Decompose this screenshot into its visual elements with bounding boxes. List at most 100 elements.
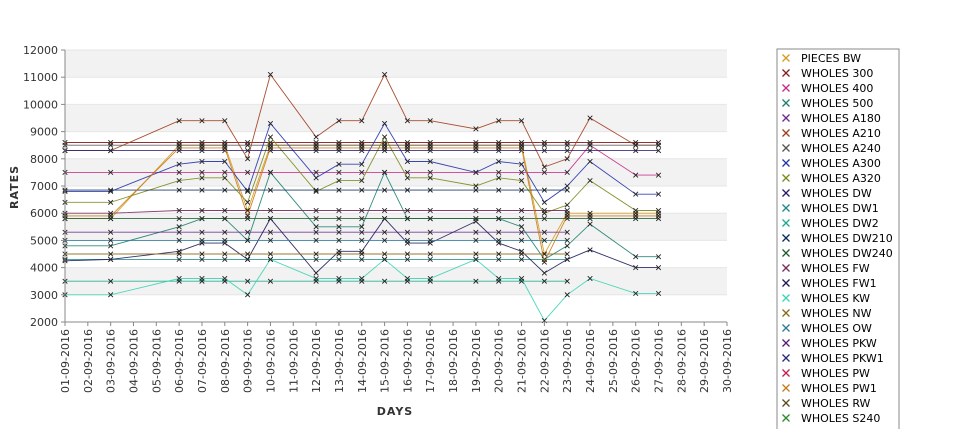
legend-label: WHOLES 400: [801, 82, 873, 95]
data-point: [245, 142, 251, 148]
data-point: [313, 216, 319, 222]
x-tick-label: 30-09-2016: [721, 329, 734, 393]
legend-marker: [782, 249, 790, 257]
series-wholes-kw: [62, 256, 662, 324]
data-point: [222, 256, 228, 263]
data-point: [518, 229, 525, 235]
data-point: [222, 275, 228, 282]
data-point: [518, 187, 525, 193]
data-point: [108, 229, 114, 235]
data-point: [541, 148, 547, 154]
x-tick-label: 08-09-2016: [219, 329, 232, 393]
data-point: [199, 118, 205, 124]
data-point: [176, 161, 182, 167]
x-tick-label: 07-09-2016: [196, 329, 209, 393]
y-tick-label: 12000: [23, 44, 58, 57]
data-point: [245, 169, 251, 176]
data-point: [427, 187, 433, 193]
data-point: [313, 169, 319, 176]
data-point: [404, 145, 411, 151]
legend-marker: [782, 69, 790, 77]
legend-item: WHOLES KW: [782, 292, 870, 305]
data-point: [313, 275, 319, 282]
data-point: [313, 145, 319, 151]
data-point: [633, 254, 639, 260]
data-point: [496, 207, 502, 214]
data-point: [404, 229, 411, 235]
data-point: [176, 216, 182, 222]
plot-band: [65, 50, 727, 78]
data-point: [313, 270, 319, 276]
data-point: [473, 251, 479, 257]
y-tick-label: 8000: [30, 153, 58, 166]
legend-label: PIECES BW: [801, 52, 861, 65]
legend-label: WHOLES DW240: [801, 247, 893, 260]
legend-item: WHOLES NW: [782, 307, 872, 320]
data-point: [176, 177, 182, 184]
data-point: [496, 256, 502, 263]
legend-marker: [782, 294, 790, 302]
data-point: [245, 278, 251, 284]
data-point: [404, 169, 411, 176]
legend-label: WHOLES S240: [801, 412, 880, 425]
data-point: [518, 237, 525, 244]
data-point: [496, 175, 502, 181]
legend-item: WHOLES RW: [782, 397, 871, 410]
data-point: [655, 148, 662, 154]
data-point: [199, 145, 205, 151]
x-tick-label: 04-09-2016: [127, 329, 140, 393]
data-point: [336, 224, 342, 230]
y-axis-ticks: 2000 3000 4000 5000 6000 7000 8000 9000 10000 110…: [23, 44, 65, 329]
data-point: [404, 275, 411, 282]
data-point: [541, 259, 547, 265]
data-point: [245, 156, 251, 162]
data-point: [564, 251, 570, 257]
data-point: [655, 207, 662, 214]
legend: PIECES BW WHOLES 300 WHOLES 400 WHOLES 500 W…: [776, 48, 900, 429]
data-point: [199, 207, 205, 214]
data-point: [473, 169, 479, 176]
x-tick-label: 19-09-2016: [470, 329, 483, 393]
data-point: [245, 256, 251, 263]
data-point: [633, 290, 639, 297]
data-point: [381, 256, 388, 263]
data-point: [404, 175, 411, 181]
data-point: [267, 278, 274, 284]
data-point: [222, 169, 228, 176]
data-point: [381, 120, 388, 127]
data-point: [359, 187, 365, 193]
data-point: [496, 275, 502, 282]
data-point: [176, 275, 182, 282]
legend-marker: [782, 309, 790, 317]
data-point: [199, 251, 205, 257]
data-point: [381, 187, 388, 193]
data-point: [245, 251, 251, 257]
data-point: [564, 169, 570, 176]
series-wholes-fw: [62, 207, 570, 216]
legend-item: WHOLES DW2: [782, 217, 879, 230]
data-point: [176, 237, 182, 244]
data-point: [518, 177, 525, 184]
data-point: [108, 199, 114, 205]
data-point: [496, 145, 502, 151]
data-point: [222, 118, 228, 124]
data-point: [336, 118, 342, 124]
data-point: [655, 254, 662, 260]
data-point: [336, 275, 342, 282]
data-point: [176, 169, 182, 176]
data-point: [496, 169, 502, 176]
series-wholes-300: [62, 139, 662, 146]
data-point: [427, 118, 433, 124]
x-tick-label: 10-09-2016: [264, 329, 277, 393]
data-point: [359, 145, 365, 151]
x-axis-ticks: 01-09-2016 02-09-2016 03-09-2016 04-09-2016…: [59, 322, 734, 393]
data-point: [359, 118, 365, 124]
data-point: [381, 145, 388, 151]
data-point: [404, 118, 411, 124]
data-point: [313, 256, 319, 263]
data-point: [564, 187, 570, 193]
x-tick-label: 21-09-2016: [516, 329, 529, 393]
legend-item: WHOLES 500: [782, 97, 873, 110]
plot-band: [65, 294, 727, 322]
y-tick-label: 7000: [30, 180, 58, 193]
